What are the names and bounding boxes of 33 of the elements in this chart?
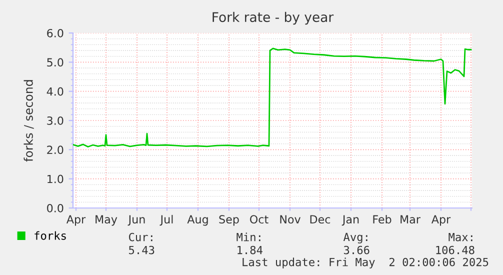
text: Min: [236,232,260,242]
x-tick-label: Sep [219,215,239,226]
line-series [73,48,472,148]
x-tick-label: May [96,215,118,226]
x-tick-label: Mar [400,215,420,224]
x-tick-label: Apr [66,215,86,226]
text: 3.66 [344,246,370,254]
y-tick-label: 2.0 [47,146,64,154]
y-tick-label: 5.0 [47,58,64,67]
x-tick-label: Jan [342,215,359,226]
x-tick-label: Jun [128,215,145,226]
y-tick-label: 0.0 [47,204,64,212]
y-tick-label: 1.0 [48,174,64,184]
text: Avg: [343,232,368,244]
text: 5.43 [129,246,154,254]
x-tick-label: Feb [373,214,392,224]
text: 1.84 [238,246,262,254]
text: 106.48 [436,246,474,254]
text: Cur: [128,232,152,242]
text: Last update: Fri May 2 02:00:06 2025 [242,258,488,268]
legend-label: forks [34,231,66,240]
y-axis-title: forks / second [24,80,34,162]
y-tick-label: 6.0 [47,28,64,38]
x-tick-label: Aug [187,215,208,226]
text: Max: [448,232,472,242]
y-tick-label: 4.0 [46,87,64,96]
x-tick-label: Dec [310,215,330,224]
y-tick-label: 3.0 [47,116,64,125]
chart-title: Fork rate - by year [212,12,334,25]
x-tick-label: Apr [431,215,451,226]
x-tick-label: Jul [160,214,173,226]
x-tick-label: Oct [250,215,268,224]
x-tick-label: Nov [280,215,301,224]
